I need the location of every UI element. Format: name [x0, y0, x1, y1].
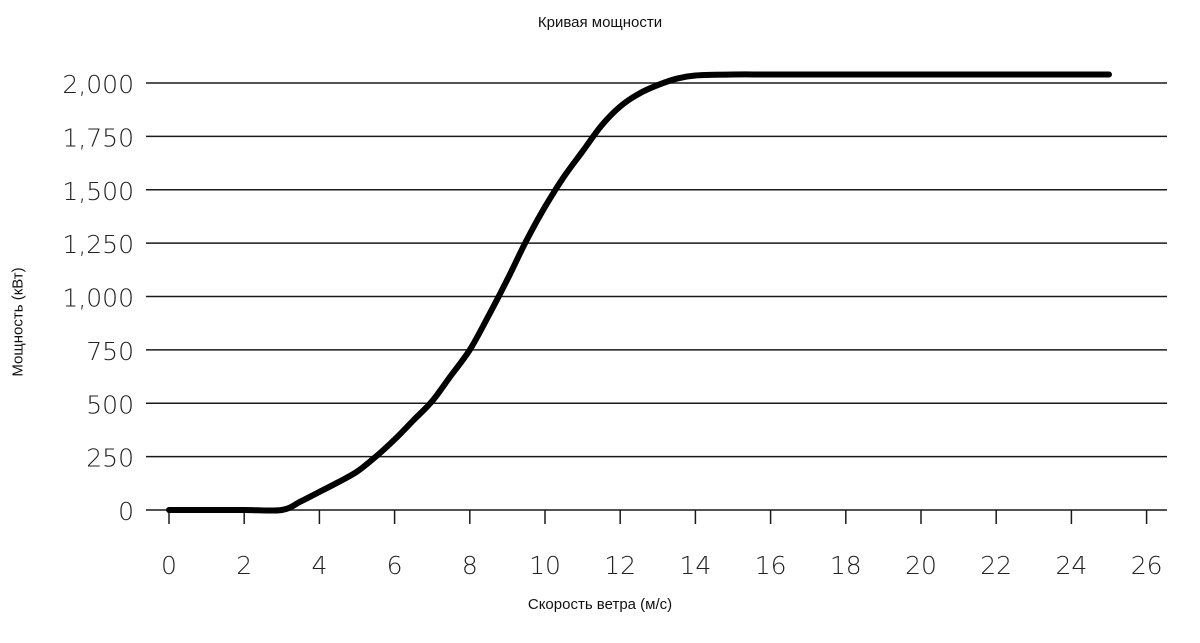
data-point [374, 455, 378, 459]
series-line [166, 71, 1112, 514]
data-point [844, 72, 848, 76]
data-point [449, 373, 453, 377]
data-point [1069, 72, 1073, 76]
x-tick-label: 14 [679, 551, 711, 580]
data-point [242, 508, 246, 512]
x-tick-label: 10 [529, 551, 561, 580]
x-tick-label: 20 [905, 551, 937, 580]
data-point [487, 314, 491, 318]
y-tick-label: 0 [118, 497, 134, 526]
data-point [205, 508, 209, 512]
chart-title: Кривая мощности [537, 14, 663, 31]
data-point [693, 74, 697, 78]
data-point [675, 77, 679, 81]
x-tick-label: 8 [462, 551, 478, 580]
data-point [994, 72, 998, 76]
data-point [167, 508, 171, 512]
data-point [524, 239, 528, 243]
data-point [355, 470, 359, 474]
y-tick-label: 500 [86, 390, 134, 419]
x-tick-label: 4 [311, 551, 327, 580]
data-point [769, 72, 773, 76]
data-point [1107, 72, 1111, 76]
data-point [543, 205, 547, 209]
data-point [336, 480, 340, 484]
data-point [411, 418, 415, 422]
x-tick-label: 0 [161, 551, 177, 580]
y-tick-label: 1,000 [62, 284, 134, 313]
x-tick-label: 6 [387, 551, 403, 580]
data-point [393, 438, 397, 442]
x-tick-label: 22 [980, 551, 1012, 580]
y-tick-label: 750 [86, 337, 134, 366]
x-axis-label: Скорость ветра (м/с) [527, 596, 673, 613]
data-point [299, 499, 303, 503]
y-tick-label: 1,750 [62, 123, 134, 152]
data-point [317, 490, 321, 494]
y-tick-label: 2,000 [62, 70, 134, 99]
y-tick-label: 250 [86, 444, 134, 473]
data-point [505, 277, 509, 281]
y-tick-label: 1,250 [62, 230, 134, 259]
data-point [637, 92, 641, 96]
x-tick-label: 12 [604, 551, 636, 580]
data-point [430, 399, 434, 403]
data-point [581, 149, 585, 153]
data-point [599, 124, 603, 128]
x-tick-label: 26 [1131, 551, 1163, 580]
data-point [731, 72, 735, 76]
data-point [919, 72, 923, 76]
data-point [468, 348, 472, 352]
data-point [280, 508, 284, 512]
x-tick-label: 24 [1055, 551, 1087, 580]
y-tick-label: 1,500 [62, 177, 134, 206]
data-point [618, 104, 622, 108]
data-point [656, 83, 660, 87]
x-tick-label: 18 [830, 551, 862, 580]
x-tick-label: 2 [236, 551, 252, 580]
data-point [562, 175, 566, 179]
x-tick-label: 16 [755, 551, 787, 580]
